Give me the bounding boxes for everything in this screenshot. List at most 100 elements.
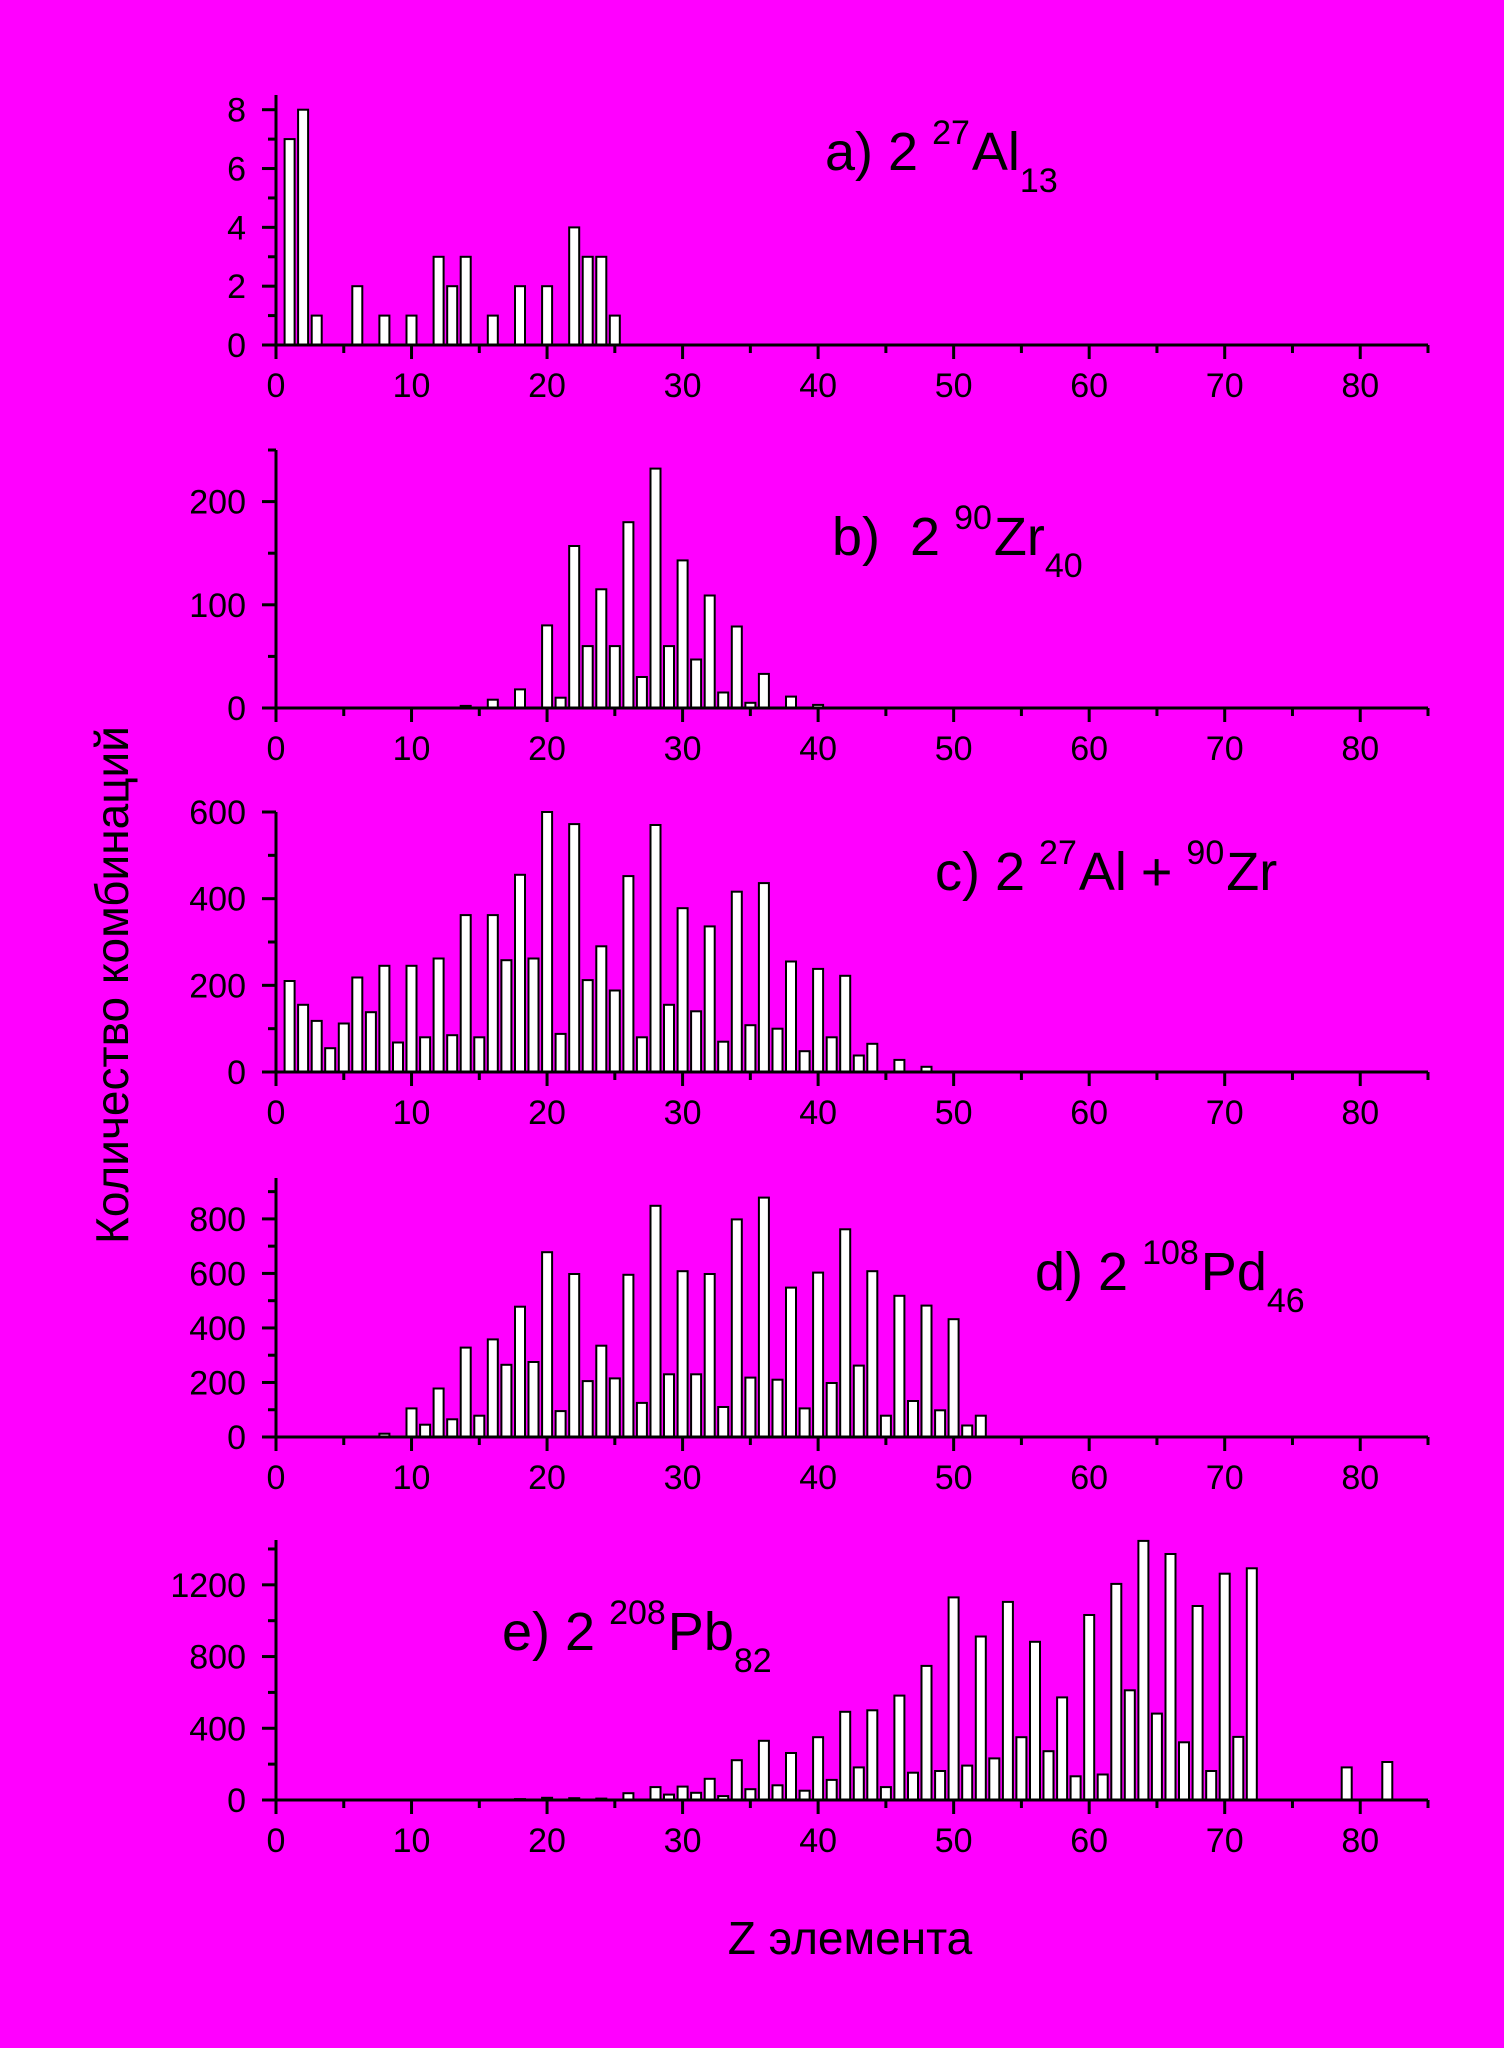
panel-c-y-tick-label: 600 [189, 794, 246, 832]
panel-c-bar [459, 914, 472, 1073]
panel-d-y-tick-label: 400 [189, 1310, 246, 1348]
panel-e-x-tick-label: 0 [267, 1822, 286, 1860]
panel-e-bar [1042, 1750, 1055, 1801]
panel-c-bar [703, 925, 716, 1074]
panel-b-bar [703, 594, 716, 709]
panel-c-bar [839, 974, 852, 1073]
panel-e-bar [757, 1739, 770, 1802]
panel-d-x-tick-label: 30 [664, 1459, 702, 1497]
panel-b-bar [785, 695, 797, 709]
panel-e-bar [649, 1786, 662, 1801]
panel-c-bar [785, 960, 797, 1073]
panel-b-bar [622, 521, 635, 710]
panel-d-title: d) 2 108Pd46 [1035, 1234, 1305, 1320]
panel-c-bar [866, 1042, 879, 1074]
panel-a-bar [283, 138, 296, 346]
panel-b-x-tick-label: 80 [1341, 730, 1379, 768]
panel-c-bar [649, 824, 662, 1073]
panel-e-bar [988, 1757, 1001, 1802]
panel-e-bar [1218, 1572, 1231, 1801]
panel-e-bar [893, 1694, 906, 1801]
panel-b-x-tick-label: 60 [1070, 730, 1108, 768]
panel-c-bar [324, 1047, 337, 1073]
panel-d-y-tick-label: 200 [189, 1364, 246, 1402]
panel-e-bar [812, 1736, 825, 1801]
panel-a-x-tick-label: 60 [1070, 367, 1108, 405]
panel-d-bar [568, 1273, 581, 1438]
panel-d-bar [703, 1273, 716, 1438]
panel-a-y-tick-label: 2 [227, 268, 246, 306]
panel-d-bar [893, 1294, 906, 1439]
panel-e-bar [676, 1785, 689, 1801]
panel-c-x-tick-label: 50 [935, 1094, 973, 1132]
panel-e-bar [1381, 1761, 1394, 1801]
panel-d-x-tick-label: 20 [528, 1459, 566, 1497]
panel-d-y-tick-label: 800 [189, 1201, 246, 1239]
panel-c-bar [581, 979, 594, 1073]
panel-a-bar [297, 108, 310, 346]
panel-b-bar [581, 645, 594, 709]
panel-c-element-1: Al [1079, 842, 1127, 902]
panel-a-bar [595, 255, 608, 346]
panel-e-bar [703, 1777, 716, 1802]
panel-d-bar [730, 1218, 743, 1439]
panel-c-bar [432, 957, 445, 1073]
panel-b-bar [608, 645, 621, 709]
panel-b-bar [514, 688, 526, 710]
panel-e-bar [1232, 1735, 1245, 1802]
panel-e-bar [785, 1752, 797, 1801]
panel-c-bar [608, 989, 621, 1073]
panel-c-bar [622, 875, 635, 1073]
panel-a-x-tick-label: 80 [1341, 367, 1379, 405]
panel-e-element: Pb [668, 1602, 734, 1662]
panel-d-bar [608, 1377, 621, 1439]
panel-e-bar [1096, 1773, 1109, 1801]
panel-a-prefix: a) 2 [825, 122, 918, 182]
panel-e-bar [1150, 1712, 1163, 1801]
panel-b-axes: 0 10 20 30 40 50 60 70 80 0 100 200 [189, 448, 1430, 768]
panel-a-mass: 27 [932, 114, 970, 152]
panel-d-bar [581, 1380, 594, 1438]
panel-c-bar [364, 1011, 377, 1074]
panel-a-bar [446, 285, 459, 347]
panel-c-mass-1: 27 [1039, 834, 1077, 872]
panel-e-bar [1205, 1770, 1218, 1801]
panel-e-bar [1015, 1736, 1028, 1801]
panel-c-plus: + [1141, 842, 1173, 902]
panel-d-x-tick-label: 50 [935, 1459, 973, 1497]
panel-e-bar [1110, 1582, 1123, 1802]
panel-d-bar [866, 1270, 879, 1438]
panel-b-bar [676, 559, 689, 710]
panel-e-x-tick-label: 10 [393, 1822, 431, 1860]
panel-d-bar [907, 1400, 919, 1438]
panel-c-x-tick-label: 20 [528, 1094, 566, 1132]
panel-a-axes: 0 10 20 30 40 50 60 70 80 0 2 4 6 8 [227, 92, 1430, 405]
panel-e-prefix: e) 2 [502, 1602, 595, 1662]
panel-b-x-tick-label: 50 [935, 730, 973, 768]
panel-c-y-tick-label: 400 [189, 881, 246, 919]
panel-e-bar [866, 1709, 879, 1802]
panel-a-charge: 13 [1020, 162, 1058, 200]
panel-e-x-tick-label: 20 [528, 1822, 566, 1860]
panel-d-bar [473, 1414, 486, 1438]
panel-c-bar [635, 1036, 648, 1074]
panel-e-x-tick-label: 30 [664, 1822, 702, 1860]
panel-a-y-tick-label: 8 [227, 92, 246, 130]
panel-c-bar [351, 976, 364, 1073]
panel-d-bar [635, 1401, 648, 1439]
panel-c-bar [405, 964, 418, 1073]
panel-c-bar [825, 1036, 838, 1074]
panel-d-bar [622, 1273, 635, 1439]
panel-b-bar [568, 545, 581, 709]
panel-a-bar [541, 285, 554, 347]
panel-e-y-tick-label: 800 [189, 1639, 246, 1677]
panel-d-y-tick-label: 0 [227, 1419, 246, 1457]
panel-e-bar [771, 1784, 784, 1802]
panel-d-bar [486, 1338, 499, 1439]
panel-d-bar [934, 1409, 947, 1439]
panel-c-y-tick-label: 0 [227, 1054, 246, 1092]
panel-c-x-tick-label: 80 [1341, 1094, 1379, 1132]
panel-c-mass-2: 90 [1186, 834, 1224, 872]
